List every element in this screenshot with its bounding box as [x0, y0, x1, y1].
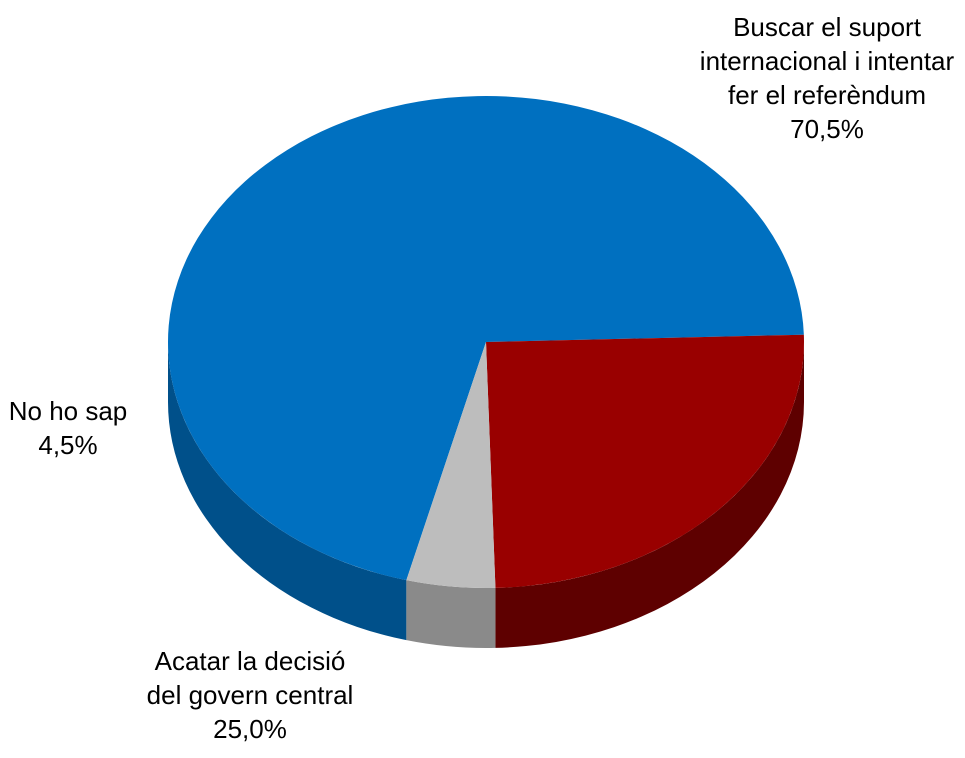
slice-category-label-0: internacional i intentar [700, 46, 955, 76]
pie-side-2 [406, 580, 495, 648]
slice-value-label-1: 25,0% [213, 714, 287, 744]
pie-tops [168, 96, 804, 588]
slice-value-label-0: 70,5% [790, 114, 864, 144]
slice-category-label-0: fer el referèndum [728, 80, 926, 110]
slice-category-label-2: No ho sap [9, 396, 128, 426]
pie-slice-1 [486, 335, 804, 588]
slice-category-label-1: del govern central [147, 680, 354, 710]
slice-category-label-0: Buscar el suport [733, 12, 922, 42]
slice-category-label-1: Acatar la decisió [155, 646, 346, 676]
slice-value-label-2: 4,5% [38, 430, 97, 460]
